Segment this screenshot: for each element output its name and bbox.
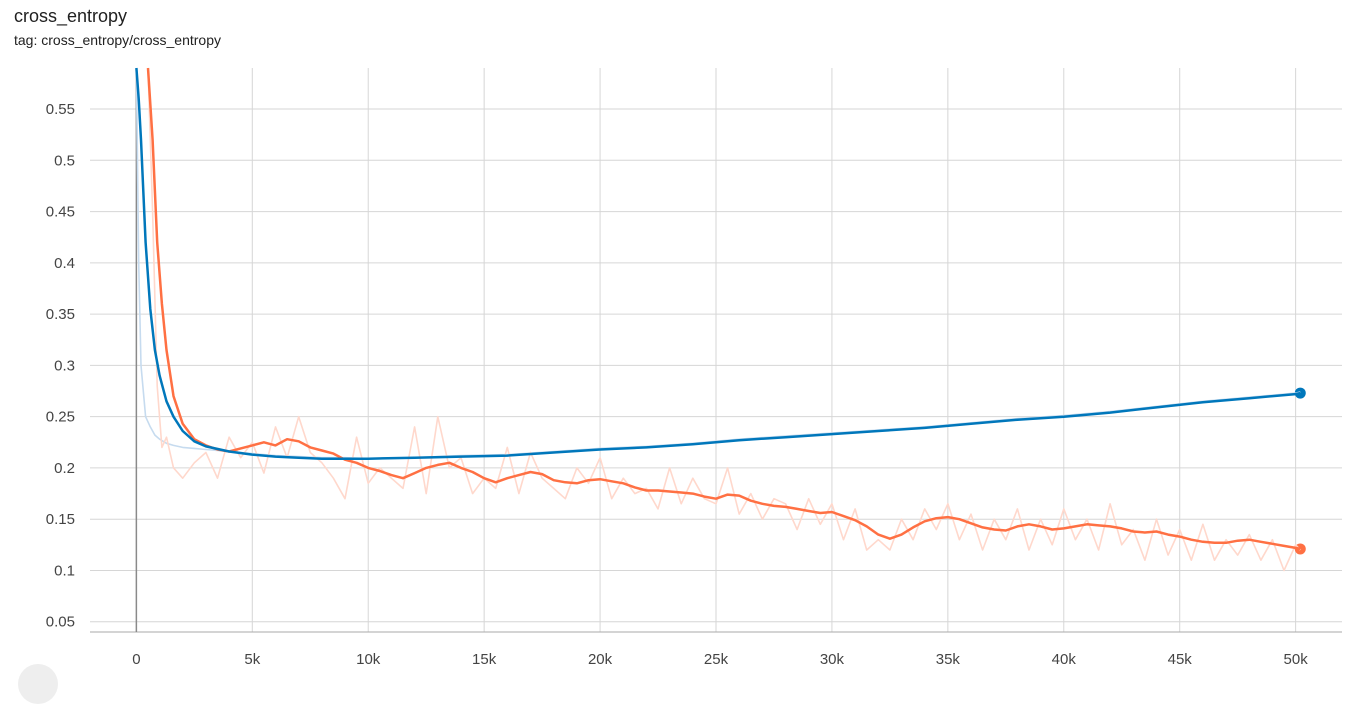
axes	[90, 68, 1342, 633]
series-0-raw-line	[135, 67, 1301, 460]
x-tick-label: 25k	[704, 651, 729, 668]
y-tick-label: 0.2	[54, 460, 75, 477]
y-tick-label: 0.1	[54, 562, 75, 579]
x-tick-label: 20k	[588, 651, 613, 668]
y-tick-label: 0.15	[46, 511, 75, 528]
x-tick-label: 50k	[1284, 651, 1309, 668]
y-tick-label: 0.05	[46, 614, 75, 631]
x-tick-label: 45k	[1168, 651, 1193, 668]
series-1-smoothed-line	[146, 67, 1301, 551]
y-tick-label: 0.45	[46, 204, 75, 221]
series-layer	[135, 67, 1301, 572]
chart-tag: tag: cross_entropy/cross_entropy	[14, 32, 221, 48]
corner-button[interactable]	[18, 664, 58, 704]
tick-labels: 0.05 0.1 0.15 0.2 0.25 0.3 0.35 0.4 0.45 0.5 0.55 0…	[46, 101, 1308, 668]
y-tick-label: 0.4	[54, 255, 75, 272]
y-tick-label: 0.35	[46, 306, 75, 323]
x-tick-label: 35k	[936, 651, 961, 668]
y-tick-label: 0.55	[46, 101, 75, 118]
y-tick-label: 0.3	[54, 357, 75, 374]
series-0-smoothed-line	[135, 67, 1301, 460]
x-tick-label: 5k	[244, 651, 260, 668]
grid	[90, 68, 1342, 632]
y-tick-label: 0.25	[46, 409, 75, 426]
x-tick-label: 40k	[1052, 651, 1077, 668]
chart-title: cross_entropy	[14, 6, 128, 26]
x-tick-label: 15k	[472, 651, 497, 668]
y-tick-label: 0.5	[54, 152, 75, 169]
line-chart: 0.05 0.1 0.15 0.2 0.25 0.3 0.35 0.4 0.45 0.5 0.55 0…	[46, 67, 1342, 668]
x-tick-label: 0	[132, 651, 140, 668]
series-1-raw-line	[147, 67, 1301, 572]
x-tick-label: 10k	[356, 651, 381, 668]
x-tick-label: 30k	[820, 651, 845, 668]
